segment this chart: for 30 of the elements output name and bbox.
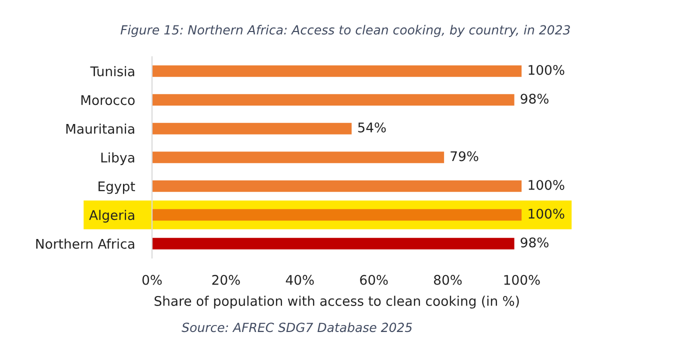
data-label: 98% (520, 94, 548, 104)
y-tick-label: Mauritania (66, 124, 134, 134)
bar (152, 152, 444, 164)
y-tick-label: Morocco (81, 95, 135, 106)
bar (152, 122, 352, 134)
y-tick-label: Algeria (89, 210, 134, 223)
y-tick-label: Tunisia (90, 66, 134, 76)
x-axis-title: Share of population with access to clean cooking (in %) (154, 296, 519, 309)
y-tick-label: Egypt (98, 182, 136, 194)
data-label: 100% (528, 64, 564, 75)
bar (152, 65, 522, 77)
data-label: 98% (520, 237, 548, 248)
data-label: 79% (450, 151, 478, 162)
bar (152, 94, 514, 106)
bar (152, 209, 522, 221)
source-note: Source: AFREC SDG7 Database 2025 (182, 322, 412, 332)
data-label: 100% (528, 180, 564, 190)
bar (152, 238, 514, 250)
bar (152, 180, 522, 192)
x-tick-label: 40% (286, 274, 314, 285)
y-tick-label: Northern Africa (36, 238, 134, 249)
x-tick-label: 20% (212, 274, 240, 285)
x-tick-label: 100% (504, 274, 540, 285)
x-tick-label: 80% (434, 274, 462, 285)
data-label: 100% (528, 208, 564, 219)
data-label: 54% (358, 122, 386, 132)
x-tick-label: 0% (142, 274, 162, 285)
chart-title: Figure 15: Northern Africa: Access to clean cooking, by country, in 2023 (120, 24, 570, 37)
x-tick-label: 60% (360, 274, 388, 285)
y-tick-label: Libya (101, 152, 134, 166)
